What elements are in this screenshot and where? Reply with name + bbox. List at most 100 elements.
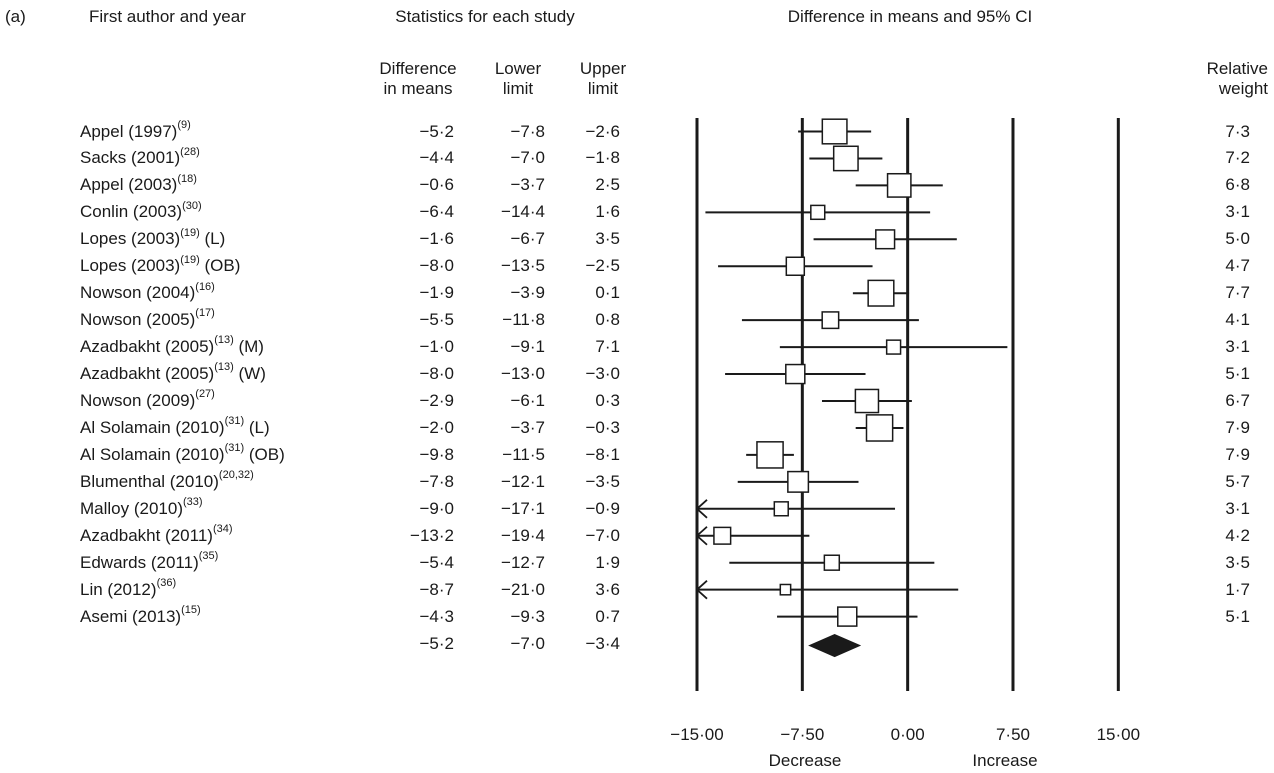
study-label: Sacks (2001)(28) bbox=[80, 145, 200, 168]
lower-value: −12·1 bbox=[501, 471, 545, 491]
upper-value: 0·7 bbox=[595, 606, 620, 626]
study-reference: (35) bbox=[198, 550, 219, 563]
study-name: Al Solamain (2010) bbox=[80, 444, 225, 464]
study-name: Lopes (2003) bbox=[80, 256, 181, 276]
upper-value: 0·3 bbox=[595, 391, 620, 410]
diff-value: −5·2 bbox=[419, 121, 455, 141]
weight-value: 6·8 bbox=[1225, 175, 1250, 195]
study-label: Nowson (2009)(27) bbox=[80, 388, 215, 411]
study-label: Asemi (2013)(15) bbox=[80, 603, 201, 627]
lower-value: −13·5 bbox=[501, 256, 545, 276]
diff-value: −6·4 bbox=[419, 202, 455, 222]
diff-value: −1·9 bbox=[419, 283, 455, 303]
summary-diamond bbox=[808, 634, 862, 658]
diff-value: −8·0 bbox=[419, 364, 455, 384]
effect-square bbox=[886, 172, 912, 198]
effect-square bbox=[865, 414, 894, 442]
lower-value: −21·0 bbox=[501, 579, 545, 599]
diff-header-line1: Difference bbox=[379, 59, 457, 78]
study-reference: (18) bbox=[177, 172, 197, 185]
weight-value: 3·1 bbox=[1225, 202, 1250, 222]
weight-value: 3·1 bbox=[1225, 337, 1250, 357]
study-reference: (17) bbox=[195, 307, 215, 320]
study-name: Edwards (2011) bbox=[80, 552, 199, 572]
weight-value: 3·1 bbox=[1225, 498, 1250, 518]
x-tick-label: 7·50 bbox=[995, 725, 1030, 744]
lower-value: −6·1 bbox=[510, 391, 546, 410]
summary-diff-value: −5·2 bbox=[419, 633, 455, 653]
study-reference: (33) bbox=[183, 496, 203, 509]
upper-value: 0·8 bbox=[595, 310, 620, 330]
upper-value: 3·6 bbox=[595, 579, 620, 599]
study-name: Azadbakht (2005) bbox=[80, 364, 215, 384]
diff-value: −8·7 bbox=[419, 579, 455, 599]
study-label: Lopes (2003)(19) (OB) bbox=[80, 254, 241, 276]
upper-value: −2·5 bbox=[585, 256, 621, 276]
plot-header: Difference in means and 95% CI bbox=[787, 7, 1033, 26]
study-label: Appel (1997)(9) bbox=[80, 118, 191, 142]
effect-square bbox=[875, 229, 896, 250]
study-subgroup: (W) bbox=[233, 364, 266, 384]
lower-value: −14·4 bbox=[501, 202, 545, 222]
effect-square bbox=[810, 204, 826, 221]
effect-square bbox=[785, 256, 806, 276]
study-name: Azadbakht (2005) bbox=[80, 337, 215, 357]
weight-value: 7·9 bbox=[1225, 444, 1250, 464]
effect-square bbox=[785, 363, 806, 385]
study-reference: (28) bbox=[180, 145, 200, 158]
diff-value: −5·4 bbox=[419, 552, 455, 572]
ci-arrow bbox=[695, 579, 708, 600]
diff-value: −2·9 bbox=[419, 391, 455, 410]
diff-header-line2: in means bbox=[383, 79, 453, 98]
study-name: Azadbakht (2011) bbox=[80, 525, 213, 545]
study-reference: (27) bbox=[195, 388, 215, 401]
study-reference: (15) bbox=[181, 603, 201, 616]
upper-value: 1·9 bbox=[595, 552, 620, 572]
effect-square bbox=[837, 606, 858, 627]
diff-column-header: Difference in means bbox=[368, 59, 468, 99]
lower-value: −3·7 bbox=[510, 417, 546, 437]
weight-value: 5·0 bbox=[1225, 229, 1250, 249]
upper-value: 0·1 bbox=[595, 283, 620, 303]
effect-square bbox=[823, 554, 841, 571]
lower-value: −17·1 bbox=[501, 498, 545, 518]
study-name: Al Solamain (2010) bbox=[80, 417, 225, 437]
diff-value: −9·0 bbox=[419, 498, 455, 518]
upper-value: −0·9 bbox=[585, 498, 621, 518]
effect-square bbox=[854, 388, 880, 414]
panel-label: (a) bbox=[5, 7, 26, 26]
study-label: Malloy (2010)(33) bbox=[80, 496, 203, 519]
lower-value: −7·8 bbox=[510, 121, 546, 141]
effect-square bbox=[821, 311, 840, 330]
lower-header-line2: limit bbox=[502, 79, 534, 98]
study-reference: (30) bbox=[182, 199, 202, 212]
study-name: Sacks (2001) bbox=[80, 148, 181, 168]
weight-header-line1: Relative bbox=[1206, 59, 1268, 78]
study-reference: (20,32) bbox=[218, 469, 254, 482]
effect-square bbox=[821, 118, 848, 145]
lower-value: −12·7 bbox=[501, 552, 545, 572]
effect-square bbox=[787, 470, 810, 493]
study-name: Nowson (2004) bbox=[80, 283, 196, 303]
effect-square bbox=[867, 279, 895, 307]
study-reference: (13) bbox=[214, 334, 234, 347]
upper-value: −3·0 bbox=[585, 364, 621, 384]
lower-value: −11·8 bbox=[502, 310, 545, 330]
summary-upper-value: −3·4 bbox=[585, 633, 621, 653]
upper-header-line2: limit bbox=[587, 79, 619, 98]
study-reference: (34) bbox=[212, 523, 233, 536]
diff-value: −4·4 bbox=[419, 148, 455, 168]
study-name: Malloy (2010) bbox=[80, 498, 183, 518]
lower-value: −7·0 bbox=[510, 148, 546, 168]
study-reference: (9) bbox=[177, 118, 191, 131]
weight-value: 7·9 bbox=[1225, 417, 1250, 437]
study-reference: (16) bbox=[195, 280, 215, 293]
weight-value: 1·7 bbox=[1225, 579, 1250, 599]
study-label: Al Solamain (2010)(31) (L) bbox=[80, 416, 270, 438]
study-name: Appel (2003) bbox=[80, 175, 178, 195]
weight-column-header: Relative weight bbox=[1196, 59, 1268, 99]
study-subgroup: (OB) bbox=[199, 256, 241, 276]
upper-value: −0·3 bbox=[585, 417, 621, 437]
study-label: Edwards (2011)(35) bbox=[80, 550, 219, 573]
study-reference: (36) bbox=[156, 576, 177, 589]
